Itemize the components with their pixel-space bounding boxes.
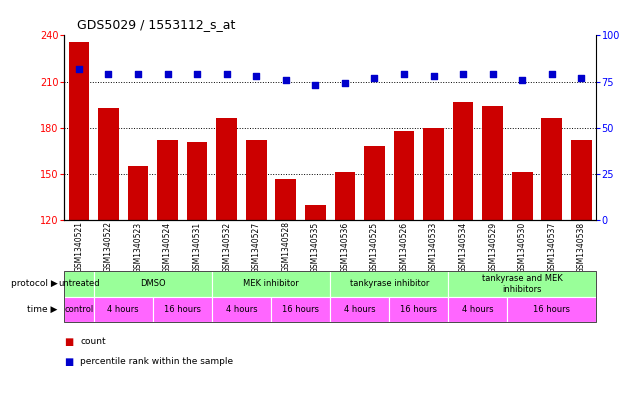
- Text: percentile rank within the sample: percentile rank within the sample: [80, 357, 233, 366]
- Text: 4 hours: 4 hours: [462, 305, 494, 314]
- Point: [369, 75, 379, 81]
- Text: 16 hours: 16 hours: [400, 305, 437, 314]
- Point: [428, 73, 438, 79]
- Text: 16 hours: 16 hours: [533, 305, 570, 314]
- Bar: [187, 141, 208, 393]
- Bar: [482, 106, 503, 393]
- Bar: [305, 205, 326, 393]
- Text: tankyrase inhibitor: tankyrase inhibitor: [349, 279, 429, 288]
- Point: [103, 71, 113, 77]
- Text: 4 hours: 4 hours: [226, 305, 257, 314]
- Point: [162, 71, 172, 77]
- Point: [192, 71, 203, 77]
- Bar: [98, 108, 119, 393]
- Text: 4 hours: 4 hours: [344, 305, 376, 314]
- Bar: [512, 173, 533, 393]
- Text: DMSO: DMSO: [140, 279, 165, 288]
- Bar: [394, 131, 414, 393]
- Text: tankyrase and MEK
inhibitors: tankyrase and MEK inhibitors: [482, 274, 563, 294]
- Point: [576, 75, 587, 81]
- Bar: [542, 119, 562, 393]
- Bar: [453, 101, 474, 393]
- Bar: [69, 42, 89, 393]
- Text: MEK inhibitor: MEK inhibitor: [243, 279, 299, 288]
- Bar: [423, 128, 444, 393]
- Text: time ▶: time ▶: [28, 305, 58, 314]
- Bar: [276, 178, 296, 393]
- Point: [74, 66, 84, 72]
- Point: [488, 71, 498, 77]
- Text: ■: ■: [64, 337, 73, 347]
- Point: [517, 77, 528, 83]
- Bar: [157, 140, 178, 393]
- Point: [340, 80, 350, 86]
- Text: 16 hours: 16 hours: [164, 305, 201, 314]
- Bar: [128, 166, 148, 393]
- Bar: [335, 173, 355, 393]
- Text: 4 hours: 4 hours: [108, 305, 139, 314]
- Point: [133, 71, 143, 77]
- Point: [251, 73, 262, 79]
- Text: 16 hours: 16 hours: [282, 305, 319, 314]
- Point: [222, 71, 232, 77]
- Text: GDS5029 / 1553112_s_at: GDS5029 / 1553112_s_at: [77, 18, 235, 31]
- Text: ■: ■: [64, 356, 73, 367]
- Bar: [571, 140, 592, 393]
- Point: [547, 71, 557, 77]
- Point: [281, 77, 291, 83]
- Text: count: count: [80, 338, 106, 346]
- Point: [458, 71, 468, 77]
- Bar: [364, 146, 385, 393]
- Bar: [216, 119, 237, 393]
- Point: [399, 71, 409, 77]
- Text: protocol ▶: protocol ▶: [11, 279, 58, 288]
- Text: control: control: [64, 305, 94, 314]
- Point: [310, 82, 320, 88]
- Bar: [246, 140, 267, 393]
- Text: untreated: untreated: [58, 279, 100, 288]
